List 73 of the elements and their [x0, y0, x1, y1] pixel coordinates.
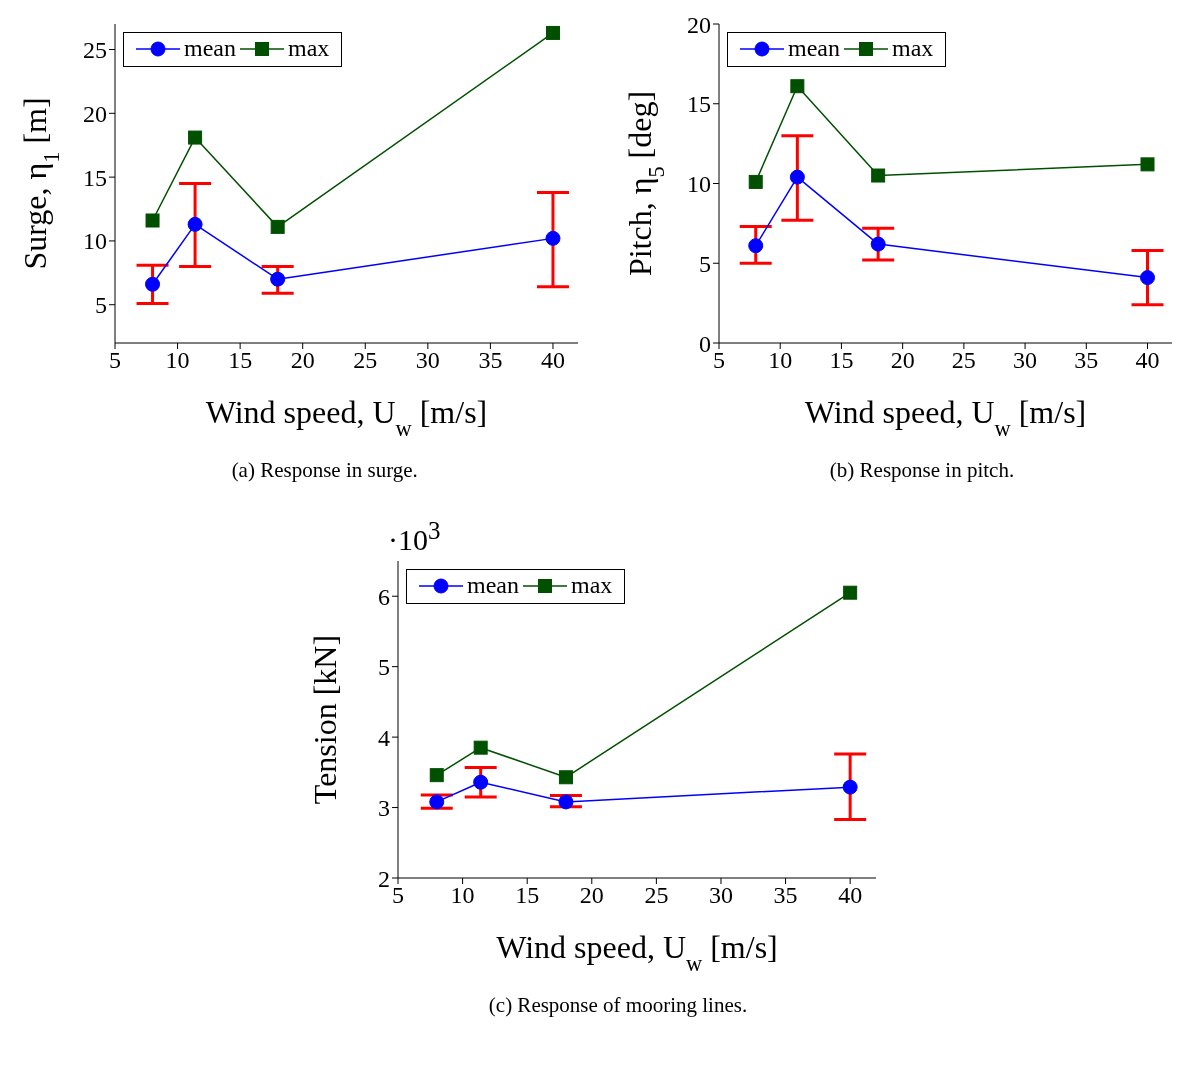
y-tick-label: 0 — [699, 330, 711, 357]
text: (a) Response in surge. — [230, 458, 419, 483]
point — [1140, 157, 1155, 172]
point — [1140, 270, 1156, 286]
y-tick-label: 15 — [687, 91, 711, 118]
point — [187, 216, 203, 232]
x-tick-label: 10 — [165, 347, 190, 374]
x-tick-label: 20 — [579, 882, 604, 909]
x-tick-label: 30 — [1013, 347, 1038, 374]
legend-label: mean — [467, 572, 519, 599]
x-tick-label: 40 — [1135, 347, 1160, 374]
x-tick-label: 20 — [290, 347, 315, 374]
x-axis-title: Wind speed, U$_{w}$ [m/s] — [205, 394, 488, 441]
y-tick-label: 20 — [687, 11, 711, 38]
point — [789, 169, 805, 185]
point — [843, 585, 858, 600]
x-tick-label: 10 — [768, 347, 793, 374]
x-tick-label: 35 — [1074, 347, 1099, 374]
point — [188, 130, 203, 145]
text: (b) Response in pitch. — [828, 458, 1016, 483]
y-tick-label: 3 — [378, 795, 390, 822]
y-tick-label: 4 — [378, 724, 390, 751]
x-tick-label: 40 — [838, 882, 863, 909]
x-axis-title: Wind speed, U$_{w}$ [m/s] — [804, 394, 1087, 441]
point — [270, 271, 286, 287]
y-tick-label: 10 — [687, 171, 711, 198]
x-tick-label: 25 — [644, 882, 669, 909]
point — [842, 779, 858, 795]
point — [545, 25, 560, 40]
x-axis-title: Wind speed, U$_{w}$ [m/s] — [496, 929, 778, 976]
x-tick-label: 30 — [708, 882, 733, 909]
y-tick-label: 6 — [378, 583, 390, 610]
point — [270, 219, 285, 234]
y-tick-label: 20 — [83, 100, 107, 127]
point — [790, 79, 805, 94]
x-tick-label: 30 — [415, 347, 440, 374]
text: (c) Response of mooring lines. — [487, 993, 749, 1018]
point — [145, 213, 160, 228]
x-tick-label: 40 — [540, 347, 565, 374]
x-tick-label: 20 — [890, 347, 915, 374]
legend-label: max — [287, 35, 330, 62]
point — [545, 230, 561, 246]
x-tick-label: 35 — [773, 882, 798, 909]
x-tick-label: 35 — [478, 347, 503, 374]
x-tick-label: 15 — [515, 882, 540, 909]
point — [473, 774, 489, 790]
x-tick-label: 10 — [450, 882, 475, 909]
x-tick-label: 25 — [951, 347, 976, 374]
point — [870, 236, 886, 252]
legend-label: mean — [788, 35, 840, 62]
point — [558, 770, 573, 785]
point — [748, 174, 763, 189]
y-axis-title: Tension [kN] — [307, 634, 343, 805]
legend-label: max — [570, 572, 613, 599]
y-tick-label: 5 — [378, 654, 390, 681]
y-tick-label: 2 — [378, 865, 390, 892]
x-tick-label: 15 — [228, 347, 253, 374]
point — [871, 168, 886, 183]
point — [473, 740, 488, 755]
point — [748, 238, 764, 254]
x-tick-label: 15 — [829, 347, 854, 374]
point — [558, 794, 574, 810]
point — [429, 768, 444, 783]
y-tick-label: 5 — [95, 292, 107, 319]
y-tick-label: 15 — [83, 164, 107, 191]
y-tick-label: 10 — [83, 228, 107, 255]
legend-label: max — [891, 35, 934, 62]
text: ·10$^{3}$ — [388, 517, 441, 557]
point — [429, 794, 445, 810]
y-tick-label: 5 — [699, 250, 711, 277]
legend-label: mean — [184, 35, 236, 62]
y-tick-label: 25 — [83, 37, 107, 64]
point — [145, 276, 161, 292]
